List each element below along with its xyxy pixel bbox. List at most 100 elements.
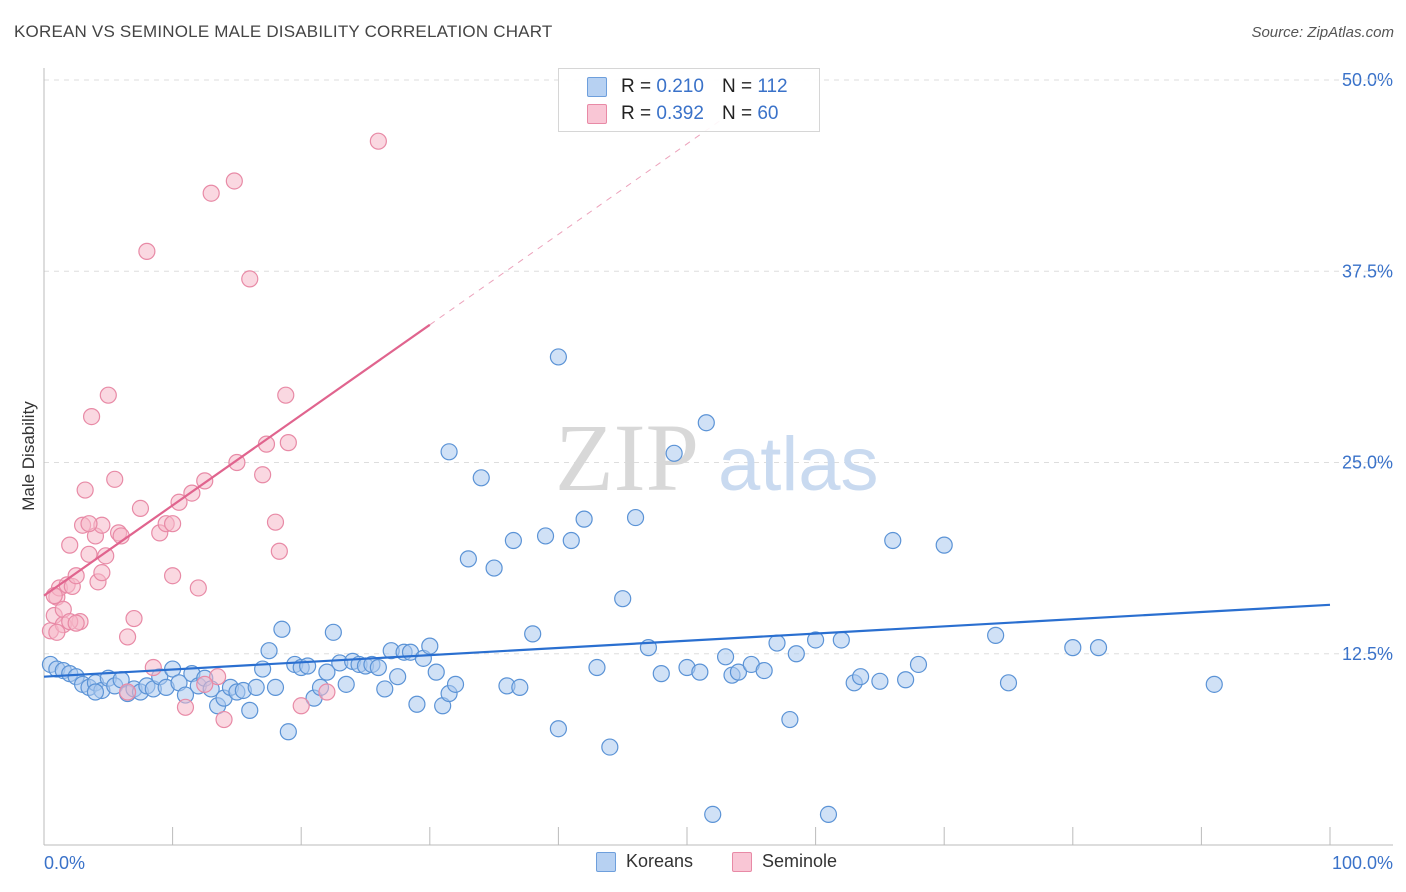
korean-point [279, 723, 297, 741]
korean-point [273, 620, 291, 638]
y-tick-label: 25.0% [1342, 453, 1393, 473]
seminole-point [97, 547, 115, 565]
korean-point [421, 637, 439, 655]
legend-row-seminole: R = 0.392 N = 60 [559, 100, 778, 128]
koreans-swatch [587, 77, 607, 97]
seminole-point [118, 628, 137, 646]
korean-point [909, 655, 928, 674]
seminole-point [67, 567, 85, 585]
korean-point [884, 531, 902, 550]
seminole-point [189, 579, 207, 597]
seminole-point [318, 683, 336, 701]
watermark: ZIP atlas [555, 404, 879, 511]
korean-point [716, 648, 735, 666]
seminole-point [80, 545, 98, 563]
korean-point [806, 631, 825, 649]
korean-point [408, 695, 426, 713]
korean-point [369, 658, 387, 677]
korean-point [562, 531, 580, 550]
korean-point [781, 710, 799, 729]
seminole-point [209, 668, 227, 686]
seminole-point [82, 408, 101, 426]
korean-point [86, 683, 105, 701]
seminole-point [144, 658, 162, 677]
korean-point [1064, 639, 1082, 657]
korean-point [260, 642, 278, 660]
seminole-trend-line [429, 116, 726, 326]
legend-r-value: 0.210 [656, 76, 704, 97]
seminole-point [292, 697, 310, 715]
korean-point [299, 657, 317, 675]
axes [43, 68, 1393, 846]
seminole-swatch [732, 851, 752, 872]
korean-point [871, 672, 889, 690]
seminole-point [164, 567, 182, 585]
korean-point [697, 414, 715, 432]
x-tick-label-max: 100.0% [1332, 853, 1393, 873]
korean-point [549, 720, 568, 738]
seminole-point [164, 515, 182, 533]
watermark-atlas: atlas [718, 422, 879, 507]
korean-point [427, 663, 445, 681]
seminole-point [138, 242, 156, 260]
korean-point [614, 590, 632, 608]
legend-box: R = 0.210 N = 112 R = 0.392 N = 60 [558, 68, 820, 132]
korean-point [459, 550, 477, 568]
seminole-point [118, 683, 137, 701]
korean-point [852, 668, 870, 686]
y-tick-label: 12.5% [1342, 644, 1393, 664]
korean-point [832, 631, 850, 649]
korean-point [691, 663, 709, 681]
legend-n-value: 60 [757, 103, 779, 124]
legend-r-label: R = [621, 103, 652, 124]
korean-point [626, 508, 645, 527]
koreans-swatch [596, 851, 616, 872]
seminole-point [215, 710, 233, 729]
legend-r-label: R = [621, 76, 652, 97]
seminole-trend-line [43, 323, 431, 597]
korean-point [755, 661, 773, 680]
seminole-point [270, 542, 288, 560]
bottom-legend-label: Koreans [626, 851, 694, 871]
seminole-point [196, 675, 214, 693]
korean-point [485, 559, 503, 577]
legend-n-label: N = [721, 76, 753, 97]
korean-point [729, 663, 748, 681]
korean-point [318, 663, 336, 681]
korean-point [337, 675, 355, 693]
y-axis-label: Male Disability [19, 401, 38, 511]
korean-point [588, 658, 606, 677]
chart-title: KOREAN VS SEMINOLE MALE DISABILITY CORRE… [14, 22, 553, 41]
seminole-swatch [587, 104, 607, 124]
seminole-point [61, 536, 79, 554]
seminole-point [176, 698, 195, 716]
seminole-point [106, 470, 124, 488]
legend-n-value: 112 [757, 76, 788, 97]
korean-point [324, 623, 342, 641]
korean-point [1089, 639, 1108, 657]
seminole-point [93, 564, 111, 582]
korean-point [665, 444, 683, 462]
korean-point [247, 678, 265, 697]
korean-point [504, 531, 522, 550]
seminole-point [277, 386, 295, 404]
korean-point [575, 510, 593, 528]
korean-point [524, 625, 542, 643]
bottom-legend-koreans: Koreans [596, 851, 693, 872]
x-tick-label-min: 0.0% [44, 853, 85, 873]
korean-point [472, 469, 490, 487]
korean-point [999, 674, 1018, 692]
seminole-point [225, 172, 243, 190]
korean-point [511, 678, 529, 697]
seminole-point [125, 609, 143, 628]
seminole-point [80, 515, 98, 533]
bottom-legend-seminole: Seminole [732, 851, 837, 872]
korean-point [446, 675, 465, 693]
korean-point [787, 645, 805, 663]
chart-source: Source: ZipAtlas.com [1251, 24, 1394, 41]
korean-point [652, 665, 670, 683]
korean-point [935, 536, 953, 554]
koreans-trend-line [43, 603, 1331, 678]
korean-point [819, 805, 838, 824]
